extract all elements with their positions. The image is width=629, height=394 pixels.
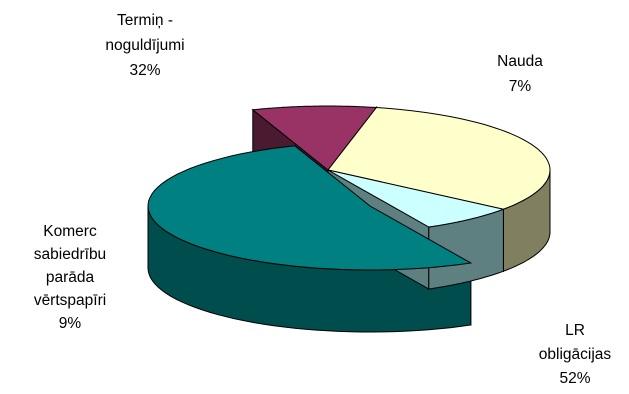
slice-termi-noguld-jumi <box>327 106 551 210</box>
slice-name-line: noguldījumi <box>105 37 184 54</box>
slice-labels: LR obligācijas 52% Komerc sabiedrību parāda vē… <box>34 12 612 387</box>
slice-name-line: obligācijas <box>539 346 612 363</box>
slice-name-line: parāda <box>46 269 95 286</box>
slice-komerc-sabiedr-bu-par-da-v-rtspap-ri <box>251 105 378 171</box>
slice-name-line: Nauda <box>497 53 543 70</box>
slice-value-label: 9% <box>59 315 82 332</box>
slice-lr-oblig-cijas <box>147 145 473 271</box>
slice-name-line: LR <box>565 322 585 339</box>
slice-name-line: Termiņ - <box>117 12 173 29</box>
slice-name-line: Komerc <box>43 223 97 240</box>
slice-value-label: 52% <box>559 370 590 387</box>
slice-label-termi-noguld-jumi: Termiņ - noguldījumi 32% <box>105 12 184 79</box>
slice-label-nauda: Nauda 7% <box>497 53 543 95</box>
slice-nauda <box>327 169 506 228</box>
slice-name-line: sabiedrību <box>34 246 106 263</box>
slice-label-lr-oblig-cijas: LR obligācijas 52% <box>539 322 612 387</box>
slice-name-line: vērtspapīri <box>34 292 106 309</box>
slice-value-label: 32% <box>129 62 160 79</box>
pie-tops <box>147 105 551 271</box>
slice-label-komerc-sabiedr-bu-par-da-v-rtspap-ri: Komerc sabiedrību parāda vērtspapīri 9% <box>34 223 106 332</box>
slice-value-label: 7% <box>509 78 532 95</box>
